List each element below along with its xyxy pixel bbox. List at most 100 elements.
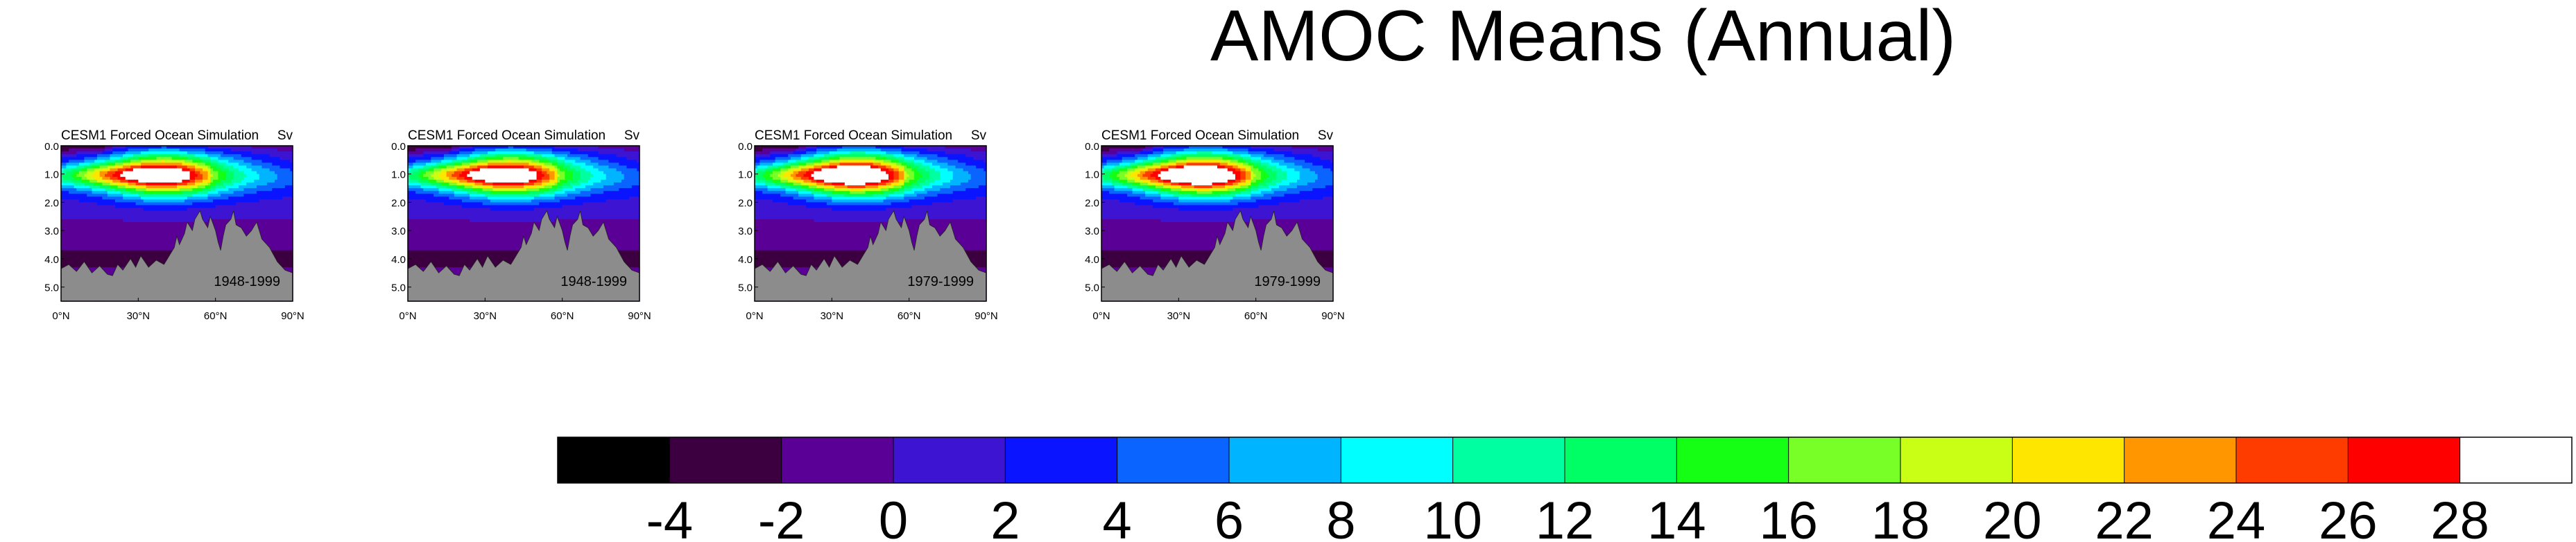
field-cell bbox=[105, 242, 108, 246]
field-cell bbox=[76, 219, 80, 223]
field-cell bbox=[287, 179, 291, 183]
field-cell bbox=[153, 165, 157, 169]
field-cell bbox=[96, 250, 101, 254]
field-cell bbox=[218, 228, 221, 231]
field-cell bbox=[239, 208, 242, 212]
field-cell bbox=[107, 225, 111, 228]
field-cell bbox=[107, 205, 111, 209]
field-cell bbox=[264, 160, 268, 164]
field-cell bbox=[78, 250, 83, 254]
field-cell bbox=[248, 194, 252, 197]
field-cell bbox=[99, 247, 103, 251]
field-cell bbox=[254, 151, 257, 155]
field-cell bbox=[264, 230, 268, 234]
field-cell bbox=[272, 205, 275, 209]
field-cell bbox=[284, 168, 289, 172]
field-cell bbox=[123, 160, 126, 164]
field-cell bbox=[228, 157, 232, 160]
field-cell bbox=[96, 173, 101, 178]
field-cell bbox=[169, 154, 173, 158]
field-cell bbox=[207, 191, 211, 194]
field-cell bbox=[210, 171, 214, 175]
field-cell bbox=[197, 157, 200, 160]
field-cell bbox=[243, 205, 247, 209]
field-cell bbox=[243, 162, 247, 167]
field-cell bbox=[241, 194, 245, 197]
field-cell bbox=[99, 242, 103, 246]
field-cell bbox=[135, 247, 139, 251]
field-cell bbox=[74, 216, 77, 220]
field-cell bbox=[266, 205, 271, 209]
field-cell bbox=[99, 191, 103, 194]
field-cell bbox=[135, 182, 139, 186]
field-cell bbox=[107, 185, 111, 189]
field-cell bbox=[87, 171, 90, 175]
field-cell bbox=[264, 208, 268, 212]
field-cell bbox=[272, 146, 275, 149]
field-cell bbox=[159, 228, 162, 231]
field-cell bbox=[203, 210, 206, 214]
field-cell bbox=[236, 149, 239, 152]
field-cell bbox=[130, 179, 134, 183]
field-cell bbox=[84, 258, 87, 262]
field-cell bbox=[207, 154, 211, 158]
field-cell bbox=[117, 182, 121, 186]
field-cell bbox=[225, 208, 229, 212]
field-cell bbox=[210, 179, 214, 183]
sea-floor bbox=[60, 210, 293, 302]
field-cell bbox=[174, 154, 178, 158]
field-cell bbox=[233, 213, 237, 217]
field-cell bbox=[241, 182, 245, 186]
field-cell bbox=[92, 149, 95, 152]
field-cell bbox=[187, 157, 191, 160]
field-cell bbox=[161, 149, 165, 152]
field-cell bbox=[120, 208, 123, 212]
field-cell bbox=[96, 247, 101, 251]
field-cell bbox=[203, 160, 206, 164]
field-cell bbox=[143, 149, 147, 152]
field-cell bbox=[290, 199, 293, 203]
field-cell bbox=[261, 179, 265, 183]
field-cell bbox=[182, 196, 185, 200]
field-cell bbox=[259, 154, 263, 158]
field-cell bbox=[259, 179, 263, 183]
field-cell bbox=[114, 242, 119, 246]
field-cell bbox=[74, 225, 77, 228]
field-cell bbox=[84, 196, 87, 200]
field-cell bbox=[102, 261, 105, 265]
field-cell bbox=[89, 244, 93, 248]
field-cell bbox=[102, 191, 105, 194]
field-cell bbox=[105, 216, 108, 220]
field-cell bbox=[69, 194, 72, 197]
field-cell bbox=[290, 176, 293, 180]
field-cell bbox=[107, 157, 111, 160]
field-cell bbox=[138, 154, 141, 158]
field-cell bbox=[74, 239, 77, 243]
field-cell bbox=[184, 199, 188, 203]
field-cell bbox=[123, 194, 126, 197]
field-cell bbox=[272, 154, 275, 158]
field-cell bbox=[61, 258, 65, 262]
field-cell bbox=[241, 176, 245, 180]
field-cell bbox=[174, 171, 178, 175]
field-cell bbox=[243, 179, 247, 183]
field-cell bbox=[275, 199, 278, 203]
field-cell bbox=[125, 210, 129, 214]
field-cell bbox=[71, 230, 75, 234]
field-cell bbox=[110, 173, 113, 178]
field-cell bbox=[280, 242, 283, 246]
field-cell bbox=[107, 199, 111, 203]
field-cell bbox=[92, 146, 95, 149]
field-cell bbox=[125, 185, 129, 189]
field-cell bbox=[269, 182, 273, 186]
field-cell bbox=[215, 230, 218, 234]
field-cell bbox=[187, 165, 191, 169]
field-cell bbox=[132, 213, 137, 217]
field-cell bbox=[114, 205, 119, 209]
field-cell bbox=[171, 149, 175, 152]
field-cell bbox=[264, 176, 268, 180]
field-cell bbox=[135, 213, 139, 217]
field-cell bbox=[171, 168, 175, 172]
field-cell bbox=[218, 194, 221, 197]
field-cell bbox=[148, 173, 152, 178]
